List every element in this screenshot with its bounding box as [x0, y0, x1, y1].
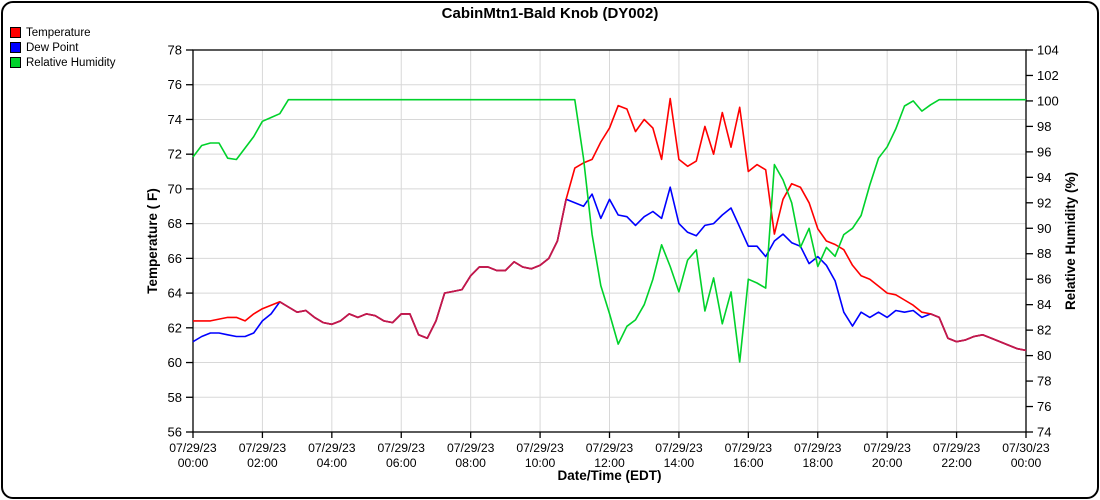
svg-text:104: 104: [1037, 43, 1059, 58]
svg-text:00:00: 00:00: [1011, 456, 1042, 470]
temperature-swatch-icon: [10, 27, 21, 38]
svg-text:07/29/23: 07/29/23: [308, 441, 356, 455]
svg-text:72: 72: [168, 147, 182, 162]
dew-point-swatch-icon: [10, 42, 21, 53]
svg-text:07/29/23: 07/29/23: [933, 441, 981, 455]
x-axis-title: Date/Time (EDT): [557, 468, 661, 483]
svg-text:07/29/23: 07/29/23: [516, 441, 564, 455]
svg-text:94: 94: [1037, 170, 1051, 185]
svg-text:92: 92: [1037, 195, 1051, 210]
svg-text:07/29/23: 07/29/23: [239, 441, 287, 455]
relative-humidity-swatch-icon: [10, 57, 21, 68]
svg-text:60: 60: [168, 355, 182, 370]
axis-ticks: [186, 49, 1033, 438]
relative-humidity-line: [192, 98, 1026, 363]
svg-text:76: 76: [1037, 399, 1051, 414]
svg-text:66: 66: [168, 251, 182, 266]
svg-text:100: 100: [1037, 93, 1059, 108]
right-axis-tick-labels: 74 76 78 80 82 84 86 88 90 92 94 96 98 100 102 104: [1037, 43, 1059, 440]
legend-label: Relative Humidity: [26, 56, 116, 69]
svg-text:70: 70: [168, 181, 182, 196]
svg-text:68: 68: [168, 216, 182, 231]
svg-text:78: 78: [168, 43, 182, 58]
svg-text:102: 102: [1037, 68, 1059, 83]
legend-item-relative-humidity: Relative Humidity: [10, 55, 115, 70]
svg-text:07/29/23: 07/29/23: [863, 441, 911, 455]
svg-text:98: 98: [1037, 119, 1051, 134]
svg-text:90: 90: [1037, 221, 1051, 236]
left-axis-tick-labels: 56 58 60 62 64 66 68 70 72 74 76 78: [168, 43, 182, 440]
svg-text:86: 86: [1037, 272, 1051, 287]
temp-dewpoint-merged-line: [279, 199, 567, 340]
svg-text:02:00: 02:00: [247, 456, 278, 470]
svg-text:82: 82: [1037, 323, 1051, 338]
svg-text:76: 76: [168, 77, 182, 92]
svg-text:74: 74: [1037, 425, 1051, 440]
x-axis-tick-labels: 07/29/2300:0007/29/2302:0007/29/2304:000…: [169, 441, 1050, 470]
svg-text:07/29/23: 07/29/23: [794, 441, 842, 455]
legend-item-temperature: Temperature: [10, 25, 115, 40]
legend-item-dew-point: Dew Point: [10, 40, 115, 55]
svg-text:96: 96: [1037, 144, 1051, 159]
svg-text:12:00: 12:00: [594, 456, 625, 470]
svg-text:22:00: 22:00: [941, 456, 972, 470]
svg-text:56: 56: [168, 425, 182, 440]
svg-text:07/29/23: 07/29/23: [378, 441, 426, 455]
svg-text:07/29/23: 07/29/23: [447, 441, 495, 455]
svg-text:07/29/23: 07/29/23: [586, 441, 634, 455]
svg-text:06:00: 06:00: [386, 456, 417, 470]
svg-text:00:00: 00:00: [178, 456, 209, 470]
svg-text:74: 74: [168, 112, 182, 127]
legend-label: Dew Point: [26, 41, 79, 54]
svg-text:07/29/23: 07/29/23: [169, 441, 217, 455]
svg-text:64: 64: [168, 286, 182, 301]
chart-legend: Temperature Dew Point Relative Humidity: [10, 25, 115, 70]
svg-text:88: 88: [1037, 246, 1051, 261]
svg-text:18:00: 18:00: [803, 456, 834, 470]
svg-text:58: 58: [168, 390, 182, 405]
svg-text:07/30/23: 07/30/23: [1002, 441, 1050, 455]
svg-text:80: 80: [1037, 348, 1051, 363]
chart-title: CabinMtn1-Bald Knob (DY002): [441, 5, 659, 22]
temp-dewpoint-merged-line: [930, 313, 1027, 352]
svg-text:07/29/23: 07/29/23: [655, 441, 703, 455]
svg-text:10:00: 10:00: [525, 456, 556, 470]
left-axis-title: Temperature ( F): [145, 188, 160, 294]
svg-text:78: 78: [1037, 374, 1051, 389]
gridlines: [193, 50, 1026, 432]
svg-text:14:00: 14:00: [664, 456, 695, 470]
svg-text:62: 62: [168, 320, 182, 335]
svg-text:04:00: 04:00: [317, 456, 348, 470]
svg-text:16:00: 16:00: [733, 456, 764, 470]
right-axis-title: Relative Humidity (%): [1063, 172, 1078, 310]
svg-text:08:00: 08:00: [455, 456, 486, 470]
svg-text:84: 84: [1037, 297, 1051, 312]
svg-text:20:00: 20:00: [872, 456, 903, 470]
legend-label: Temperature: [26, 26, 91, 39]
svg-text:07/29/23: 07/29/23: [725, 441, 773, 455]
